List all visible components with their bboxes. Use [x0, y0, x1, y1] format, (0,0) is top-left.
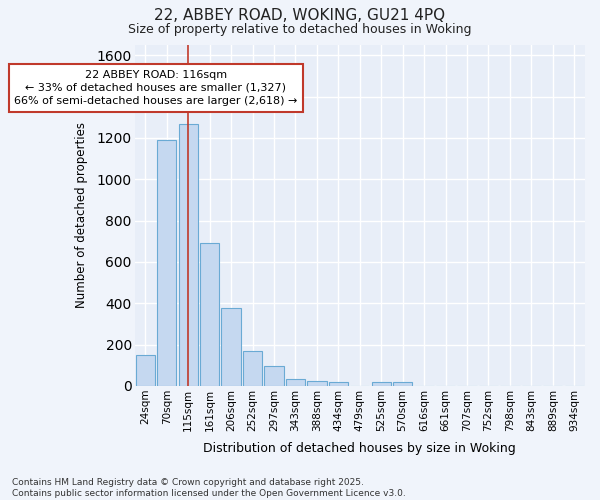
- Bar: [157, 140, 176, 386]
- X-axis label: Distribution of detached houses by size in Woking: Distribution of detached houses by size …: [203, 442, 516, 455]
- Text: 22 ABBEY ROAD: 116sqm
← 33% of detached houses are smaller (1,327)
66% of semi-d: 22 ABBEY ROAD: 116sqm ← 33% of detached …: [14, 70, 298, 106]
- Bar: [265, 366, 284, 386]
- Y-axis label: Number of detached properties: Number of detached properties: [75, 122, 88, 308]
- Text: Contains HM Land Registry data © Crown copyright and database right 2025.
Contai: Contains HM Land Registry data © Crown c…: [12, 478, 406, 498]
- Bar: [329, 382, 348, 386]
- Bar: [200, 244, 219, 386]
- Bar: [307, 381, 326, 386]
- Bar: [243, 351, 262, 386]
- Bar: [286, 379, 305, 386]
- Text: Size of property relative to detached houses in Woking: Size of property relative to detached ho…: [128, 22, 472, 36]
- Bar: [179, 124, 198, 386]
- Bar: [371, 382, 391, 386]
- Bar: [136, 355, 155, 386]
- Bar: [393, 382, 412, 386]
- Bar: [221, 308, 241, 386]
- Text: 22, ABBEY ROAD, WOKING, GU21 4PQ: 22, ABBEY ROAD, WOKING, GU21 4PQ: [154, 8, 446, 22]
